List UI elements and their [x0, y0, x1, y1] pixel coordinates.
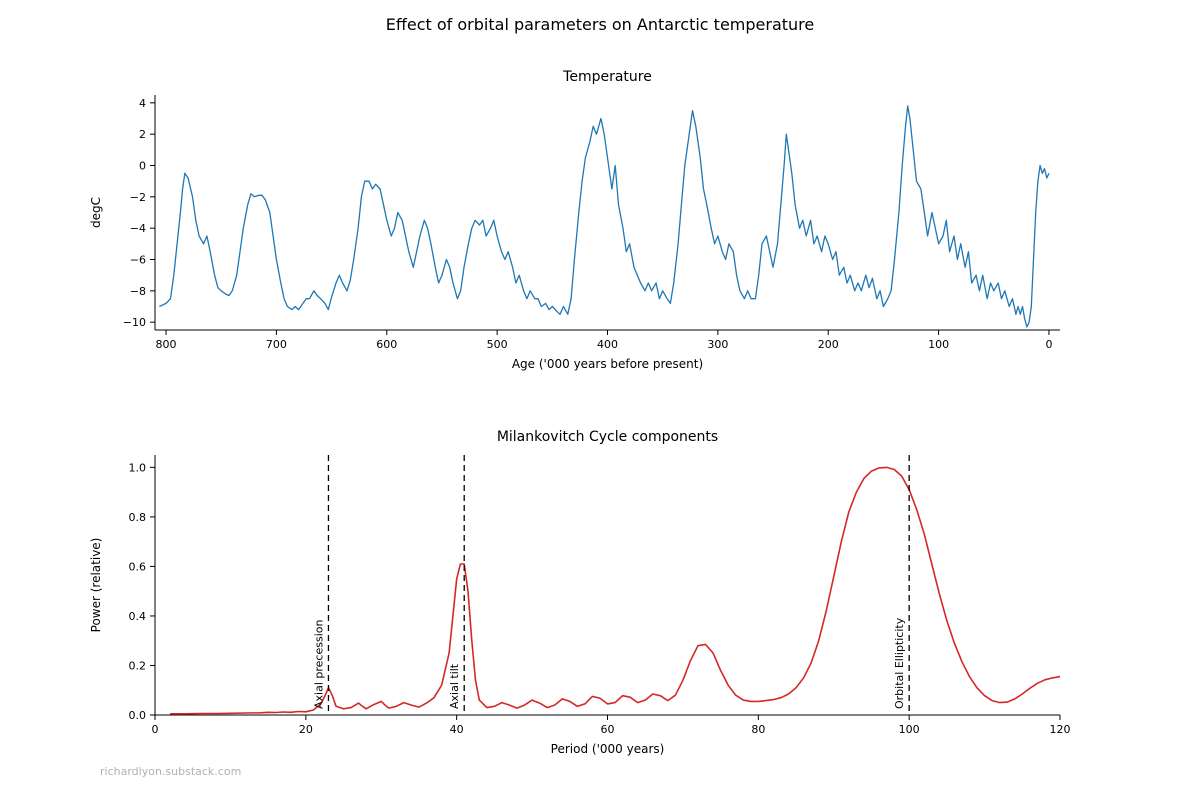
bottom-axes-xtick-label: 60 [601, 723, 615, 736]
bottom-axes-ytick-label: 0.2 [129, 659, 147, 672]
bottom-axes-ytick-label: 0.8 [129, 511, 147, 524]
bottom-axes-xtick-label: 20 [299, 723, 313, 736]
bottom-axes-xtick-label: 80 [751, 723, 765, 736]
vline-label-axial-precession: Axial precession [312, 620, 325, 709]
top-axes-xlabel: Age ('000 years before present) [512, 357, 703, 371]
top-axes-xtick-label: 100 [928, 338, 949, 351]
top-axes-xtick-label: 0 [1045, 338, 1052, 351]
top-axes-ytick-label: −8 [130, 285, 146, 298]
figure-footer: richardlyon.substack.com [100, 765, 241, 778]
top-axes-xtick-label: 200 [818, 338, 839, 351]
top-axes-xtick-label: 300 [707, 338, 728, 351]
top-axes-ytick-label: 4 [139, 97, 146, 110]
top-axes-title: Temperature [562, 69, 652, 85]
top-axes-ylabel: degC [89, 197, 103, 228]
bottom-axes-title: Milankovitch Cycle components [497, 429, 718, 445]
bottom-axes-ytick-label: 0.6 [129, 560, 147, 573]
top-axes-ytick-label: 0 [139, 160, 146, 173]
top-axes-xtick-label: 800 [156, 338, 177, 351]
figure-suptitle: Effect of orbital parameters on Antarcti… [386, 15, 814, 34]
bottom-axes-xtick-label: 120 [1050, 723, 1071, 736]
top-axes-xtick-label: 400 [597, 338, 618, 351]
top-axes-ytick-label: −10 [123, 316, 146, 329]
top-axes-ytick-label: −6 [130, 254, 146, 267]
vline-label-orbital-ellipticity: Orbital Ellipticity [893, 617, 906, 709]
vline-label-axial-tilt: Axial tilt [448, 663, 461, 709]
bottom-axes-xtick-label: 0 [152, 723, 159, 736]
bottom-axes-xtick-label: 100 [899, 723, 920, 736]
bottom-axes-ylabel: Power (relative) [89, 538, 103, 633]
top-axes-ytick-label: −2 [130, 191, 146, 204]
top-axes-ytick-label: −4 [130, 222, 146, 235]
bottom-axes-ytick-label: 1.0 [129, 461, 147, 474]
top-axes-xtick-label: 600 [376, 338, 397, 351]
bottom-axes-ytick-label: 0.0 [129, 709, 147, 722]
bottom-axes-ytick-label: 0.4 [129, 610, 147, 623]
bottom-axes-xlabel: Period ('000 years) [551, 742, 665, 756]
top-axes-xtick-label: 500 [487, 338, 508, 351]
top-axes-ytick-label: 2 [139, 128, 146, 141]
bottom-axes-xtick-label: 40 [450, 723, 464, 736]
top-axes-xtick-label: 700 [266, 338, 287, 351]
